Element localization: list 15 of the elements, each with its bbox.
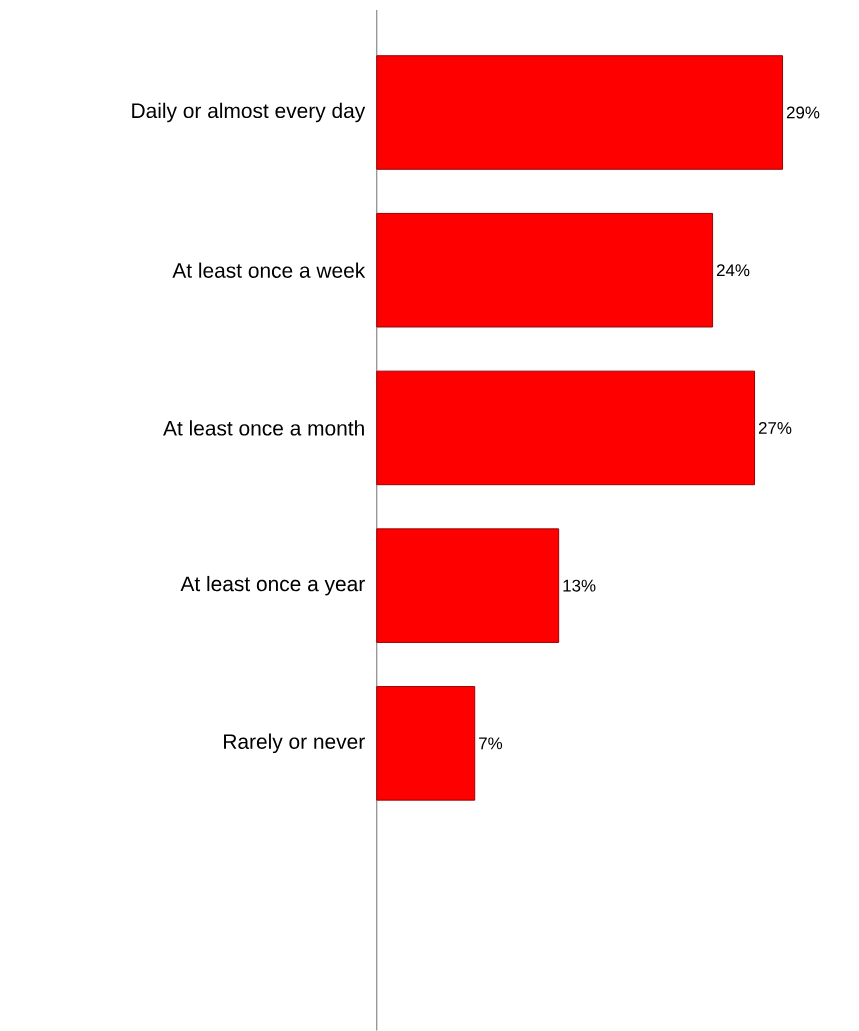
y-tick-label: Rarely or never [223,733,365,754]
bar [376,370,755,486]
bar [376,55,783,170]
y-tick-label: At least once a week [172,262,366,278]
data-label: 27% [758,421,792,434]
data-label: 24% [716,264,750,277]
bar [376,528,559,643]
data-label: 29% [786,106,820,119]
bar [376,212,713,328]
y-tick-label: At least once a year [180,575,365,596]
data-label: 13% [563,579,596,592]
y-tick-label: At least once a month [162,420,364,436]
bar [376,686,475,801]
data-label: 7% [478,737,502,750]
y-tick-label: Daily or almost every day [132,102,365,123]
